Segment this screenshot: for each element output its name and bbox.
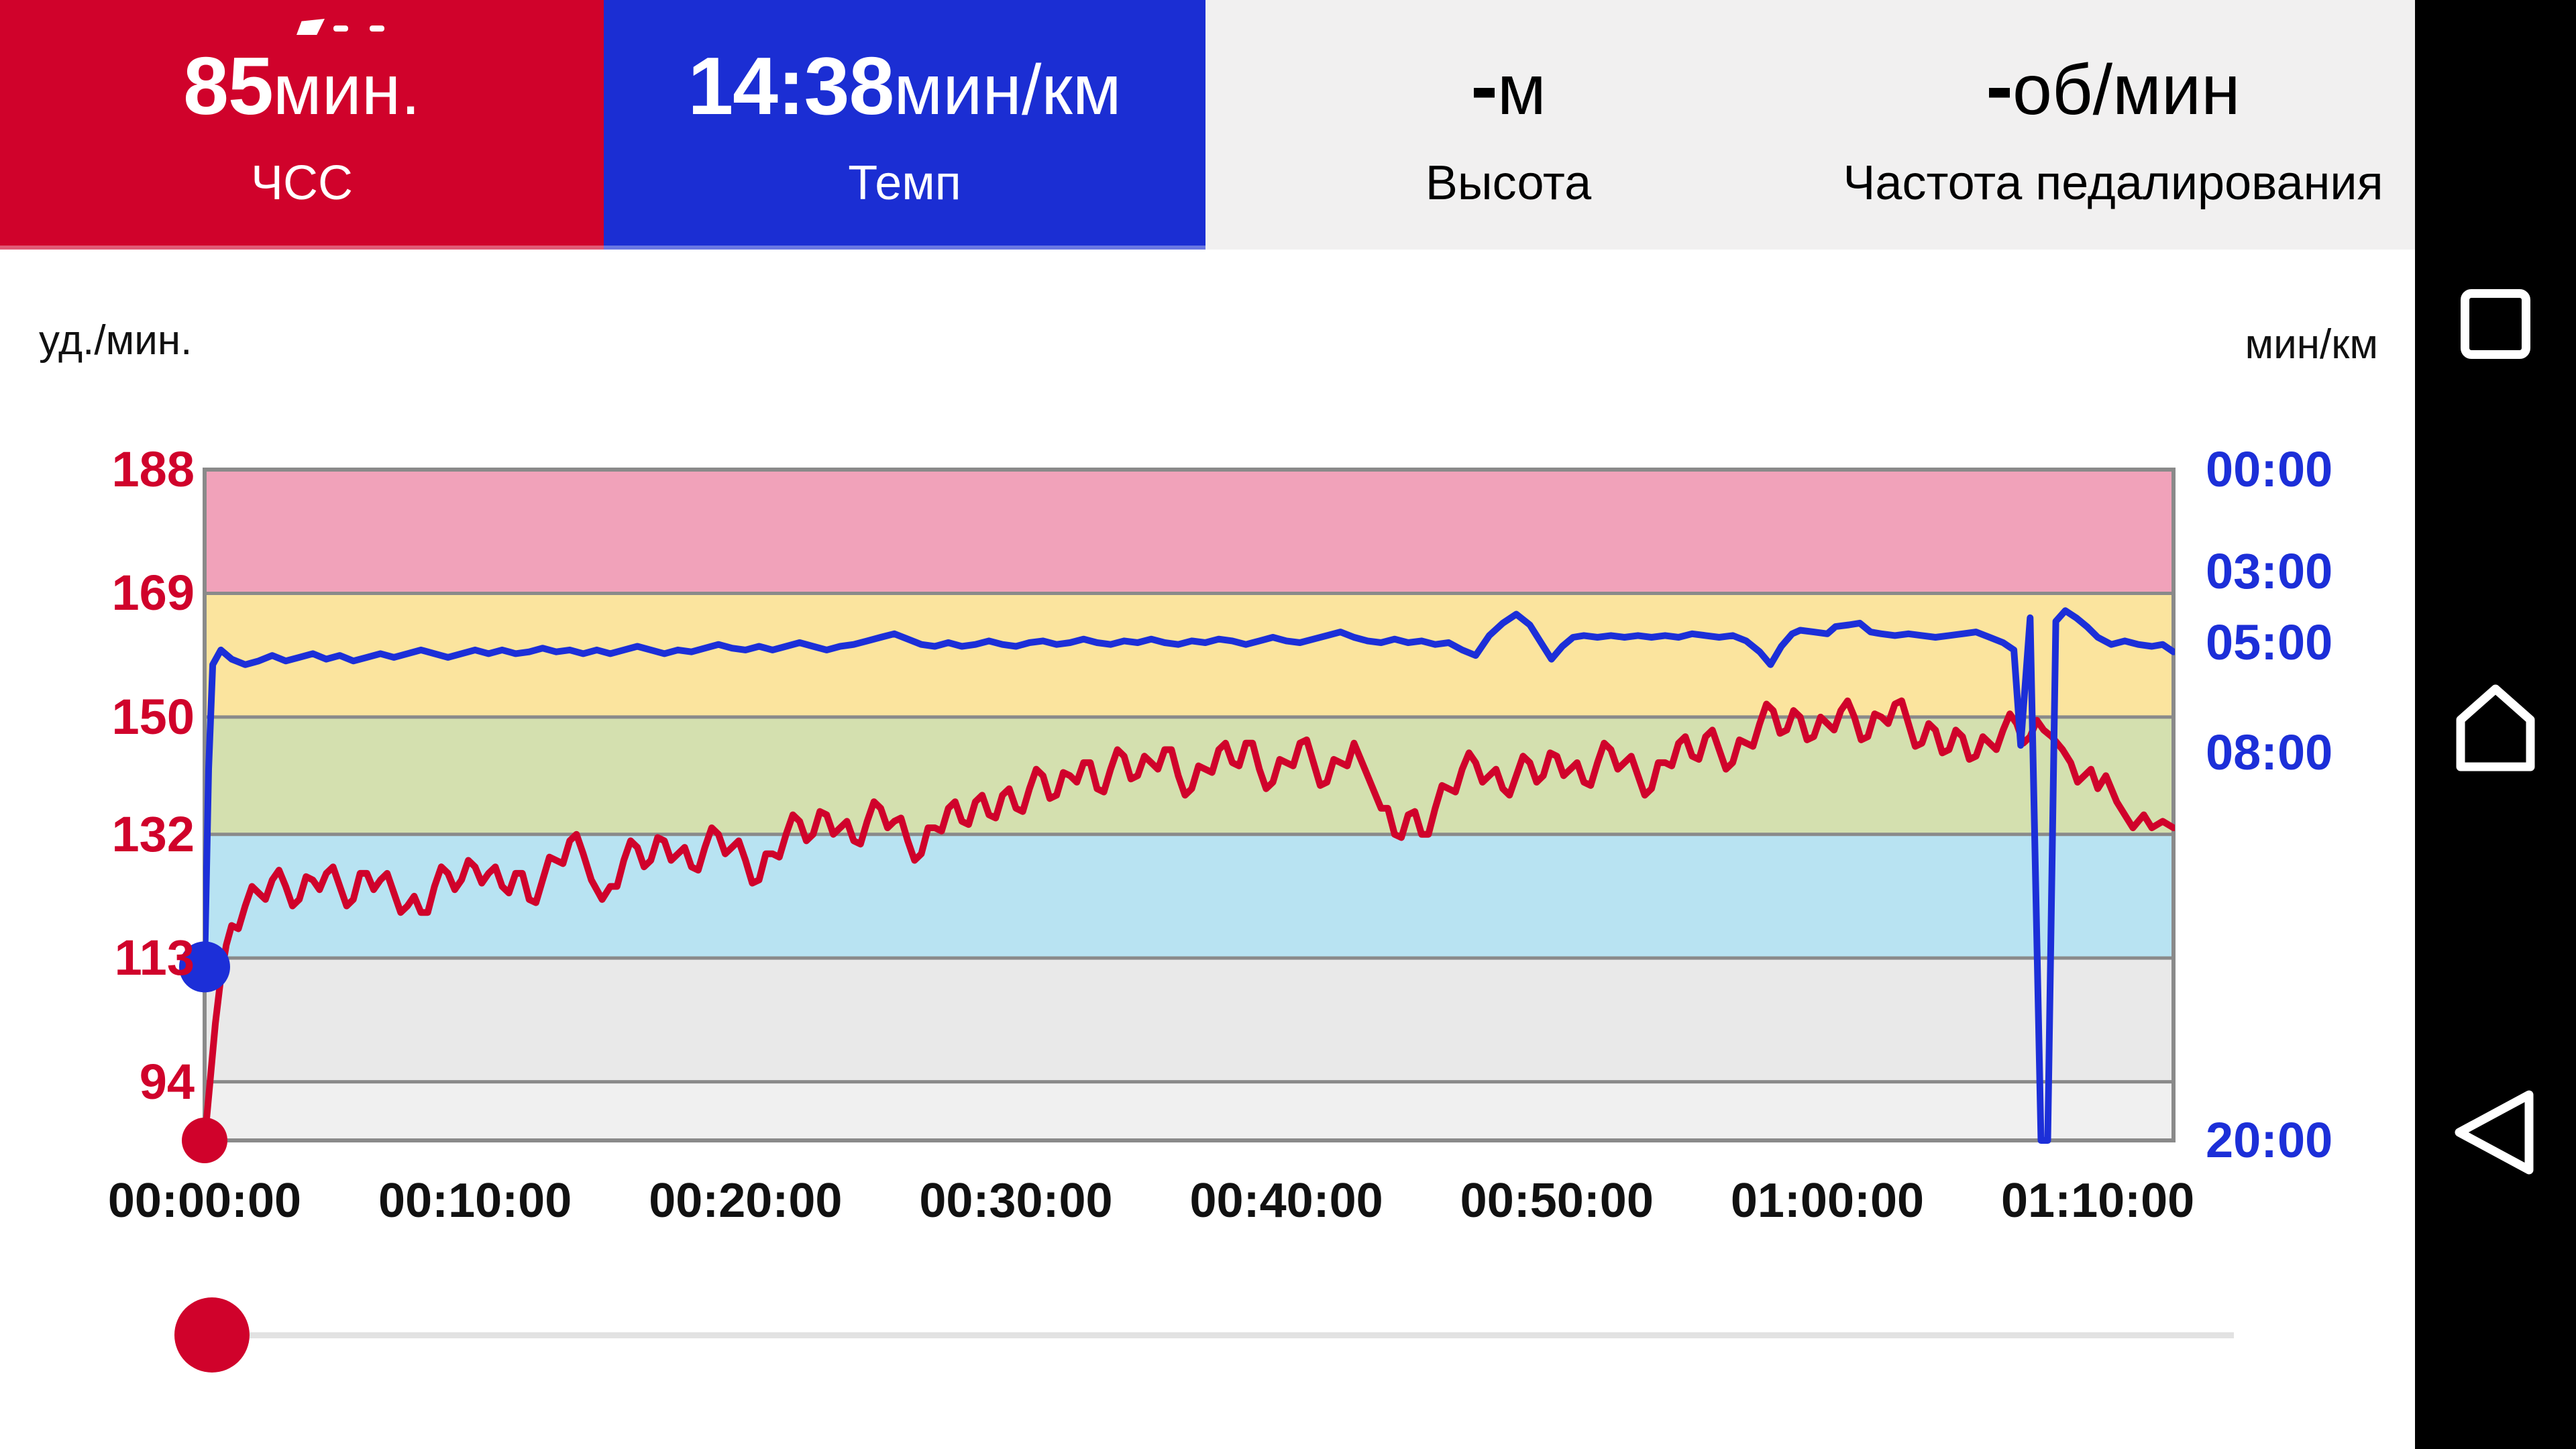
right-axis-tick: 05:00 — [2206, 614, 2333, 670]
pace-cursor-dot — [179, 941, 230, 993]
pace-value-row: 14:38 мин/км — [688, 39, 1121, 133]
left-axis-tick: 150 — [111, 688, 195, 745]
home-icon[interactable] — [2449, 681, 2542, 775]
cadence-unit: об/мин — [2012, 50, 2241, 129]
tab-cadence[interactable]: - об/мин Частота педалирования — [1811, 0, 2415, 250]
hr-zone-band — [205, 470, 2174, 594]
cut-fragment-icon — [370, 25, 384, 32]
back-icon[interactable] — [2449, 1085, 2542, 1179]
heart-rate-unit: мин. — [272, 50, 421, 129]
right-axis-unit-label: мин/км — [2245, 321, 2378, 368]
tab-altitude[interactable]: -м Высота — [1205, 0, 1811, 250]
left-axis-unit-label: уд./мин. — [39, 317, 193, 364]
x-axis-tick: 01:00:00 — [1730, 1174, 1925, 1228]
cadence-value: - — [1986, 40, 2013, 131]
right-axis-tick: 00:00 — [2206, 441, 2333, 497]
x-axis-tick: 00:10:00 — [378, 1174, 572, 1228]
hr-zone-band — [205, 593, 2174, 717]
time-slider-handle[interactable] — [174, 1297, 250, 1373]
heart-rate-value: 85 — [183, 40, 274, 131]
left-axis-tick: 94 — [139, 1053, 195, 1110]
x-axis-tick: 00:00:00 — [107, 1174, 302, 1228]
time-slider-track[interactable] — [250, 1332, 2234, 1338]
cut-fragment-icon — [333, 25, 348, 32]
android-navbar — [2415, 0, 2576, 1449]
cadence-value-row: - об/мин — [1986, 39, 2240, 133]
tab-pace-label: Темп — [848, 156, 961, 210]
altitude-unit: м — [1497, 50, 1546, 129]
left-axis-tick: 169 — [111, 565, 195, 621]
tab-altitude-label: Высота — [1425, 156, 1592, 210]
altitude-value-row: -м — [1470, 39, 1546, 133]
pace-unit: мин/км — [894, 50, 1122, 129]
metric-tabbar: 85 мин. ЧСС 14:38 мин/км Темп -м Высота -о… — [0, 0, 2415, 250]
right-axis-tick: 03:00 — [2206, 543, 2333, 599]
left-axis-tick: 188 — [111, 441, 195, 497]
x-axis-tick: 00:40:00 — [1189, 1174, 1383, 1228]
left-axis-tick: 132 — [111, 806, 195, 862]
hr-zone-band — [205, 834, 2174, 959]
hr-zone-band — [205, 958, 2174, 1082]
right-axis-tick: 08:00 — [2206, 724, 2333, 780]
pace-value: 14:38 — [688, 40, 894, 131]
pace-line — [203, 607, 2175, 1144]
recents-icon[interactable] — [2461, 289, 2530, 359]
tab-cadence-label: Частота педалирования — [1843, 156, 2383, 210]
x-axis-tick: 00:50:00 — [1460, 1174, 1654, 1228]
tab-heart-rate[interactable]: 85 мин. ЧСС — [0, 0, 604, 250]
heart-rate-line — [203, 697, 2175, 1144]
hr-zone-band — [205, 716, 2174, 835]
x-axis-tick: 00:30:00 — [919, 1174, 1113, 1228]
right-axis-tick: 20:00 — [2206, 1112, 2333, 1168]
altitude-value: - — [1470, 40, 1498, 131]
left-axis-tick: 113 — [114, 930, 195, 986]
hr-zone-band — [205, 1081, 2174, 1140]
x-axis-tick: 00:20:00 — [649, 1174, 843, 1228]
x-axis-tick: 01:10:00 — [2001, 1174, 2195, 1228]
tab-heart-rate-label: ЧСС — [251, 156, 353, 210]
heart-rate-value-row: 85 мин. — [183, 39, 421, 133]
tab-pace[interactable]: 14:38 мин/км Темп — [604, 0, 1205, 250]
heart-rate-cursor-dot — [182, 1118, 227, 1163]
